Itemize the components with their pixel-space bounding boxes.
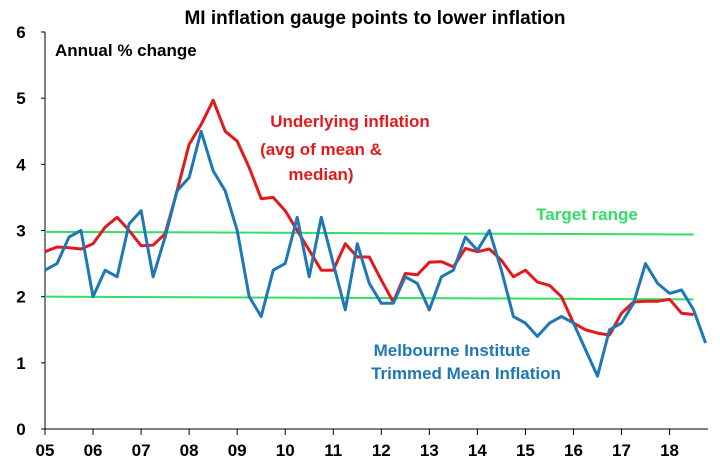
y-tick-label: 3 bbox=[16, 222, 25, 241]
y-tick-label: 6 bbox=[16, 23, 25, 42]
y-tick-label: 5 bbox=[16, 89, 25, 108]
y-tick-label: 2 bbox=[16, 288, 25, 307]
x-tick-label: 11 bbox=[324, 441, 342, 460]
x-tick-label: 14 bbox=[468, 441, 487, 460]
x-tick-label: 12 bbox=[372, 441, 391, 460]
underlying-inflation-label: median) bbox=[288, 165, 353, 184]
x-tick-label: 08 bbox=[180, 441, 199, 460]
y-tick-label: 0 bbox=[16, 420, 25, 439]
melbourne-institute-label: Melbourne Institute bbox=[374, 341, 531, 360]
chart-title: MI inflation gauge points to lower infla… bbox=[184, 8, 565, 29]
x-tick-label: 05 bbox=[36, 441, 55, 460]
melbourne-institute-label: Trimmed Mean Inflation bbox=[371, 364, 561, 383]
unit-label: Annual % change bbox=[55, 41, 197, 60]
target-range-line bbox=[44, 230, 694, 236]
underlying-inflation-series-line bbox=[44, 98, 694, 337]
y-tick-label: 1 bbox=[16, 354, 25, 373]
x-tick-label: 16 bbox=[564, 441, 583, 460]
x-tick-label: 09 bbox=[228, 441, 247, 460]
x-tick-label: 10 bbox=[276, 441, 295, 460]
x-tick-label: 15 bbox=[516, 441, 535, 460]
y-tick-label: 4 bbox=[16, 155, 26, 174]
melbourne-institute-series-line bbox=[44, 129, 708, 378]
x-tick-label: 13 bbox=[420, 441, 439, 460]
underlying-inflation-label: Underlying inflation bbox=[270, 112, 430, 131]
x-tick-label: 18 bbox=[660, 441, 679, 460]
x-tick-label: 07 bbox=[132, 441, 151, 460]
target-range-label: Target range bbox=[536, 205, 638, 224]
target-range-line bbox=[44, 295, 694, 301]
x-tick-label: 06 bbox=[84, 441, 103, 460]
underlying-inflation-label: (avg of mean & bbox=[260, 140, 382, 159]
x-tick-label: 17 bbox=[612, 441, 631, 460]
